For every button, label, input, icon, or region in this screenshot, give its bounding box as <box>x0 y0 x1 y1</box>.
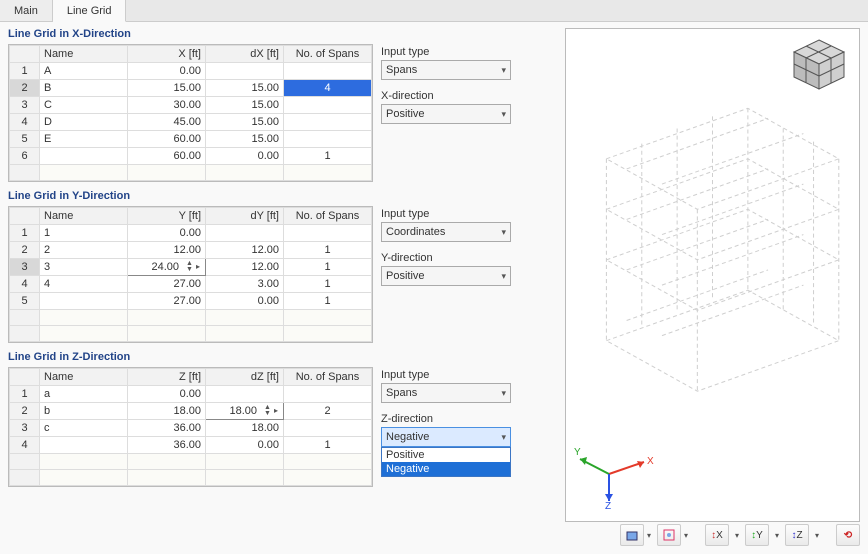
viewport-toolbar: ▾ ▾ ↕X ▾ ↕Y ▾ ↕Z ▾ ⟲ <box>565 522 860 548</box>
section-z: Line Grid in Z-Direction Name Z [ft] dZ … <box>8 351 557 487</box>
toolbar-axis-y-menu[interactable]: ▾ <box>772 524 782 546</box>
y-dir-label: Y-direction <box>381 252 511 264</box>
tab-bar: Main Line Grid <box>0 0 868 22</box>
chevron-down-icon: ▾ <box>501 65 506 76</box>
table-row[interactable]: 2212.0012.001 <box>10 242 372 259</box>
chevron-down-icon: ▾ <box>501 227 506 238</box>
section-y-title: Line Grid in Y-Direction <box>8 190 557 202</box>
x-input-combo[interactable]: Spans▾ <box>381 60 511 80</box>
section-y: Line Grid in Y-Direction Name Y [ft] dY … <box>8 190 557 343</box>
toolbar-reset[interactable]: ⟲ <box>836 524 860 546</box>
z-dir-option-positive[interactable]: Positive <box>382 448 510 462</box>
svg-text:Y: Y <box>574 447 581 458</box>
viewport-3d[interactable]: X Y Z <box>565 28 860 522</box>
view-cube-icon[interactable] <box>789 37 849 92</box>
chevron-down-icon: ▾ <box>501 388 506 399</box>
spinner-updown[interactable]: ▲▼ <box>183 261 193 273</box>
y-input-combo[interactable]: Coordinates▾ <box>381 222 511 242</box>
table-row[interactable]: 3C30.0015.00 <box>10 97 372 114</box>
z-input-combo[interactable]: Spans▾ <box>381 383 511 403</box>
table-row[interactable]: 1A0.00 <box>10 63 372 80</box>
table-row[interactable]: 3324.00▲▼▸12.001 <box>10 259 372 276</box>
z-input-label: Input type <box>381 369 511 381</box>
table-row[interactable]: 527.000.001 <box>10 293 372 310</box>
toolbar-view-fit[interactable] <box>657 524 681 546</box>
toolbar-view-iso[interactable] <box>620 524 644 546</box>
section-x: Line Grid in X-Direction Name X [ft] dX … <box>8 28 557 182</box>
toolbar-axis-z[interactable]: ↕Z <box>785 524 809 546</box>
chevron-down-icon: ▾ <box>501 109 506 120</box>
toolbar-view-fit-menu[interactable]: ▾ <box>681 524 691 546</box>
grid-z[interactable]: Name Z [ft] dZ [ft] No. of Spans 1a0.002… <box>9 368 372 486</box>
y-input-label: Input type <box>381 208 511 220</box>
grid-y[interactable]: Name Y [ft] dY [ft] No. of Spans 110.002… <box>9 207 372 342</box>
toolbar-axis-z-menu[interactable]: ▾ <box>812 524 822 546</box>
z-dir-label: Z-direction <box>381 413 511 425</box>
z-dir-combo[interactable]: Negative▾ <box>381 427 511 447</box>
toolbar-axis-x-menu[interactable]: ▾ <box>732 524 742 546</box>
table-row[interactable]: 4427.003.001 <box>10 276 372 293</box>
table-row[interactable]: 1a0.00 <box>10 386 372 403</box>
y-dir-combo[interactable]: Positive▾ <box>381 266 511 286</box>
toolbar-view-iso-menu[interactable]: ▾ <box>644 524 654 546</box>
chevron-down-icon: ▾ <box>501 432 506 443</box>
section-z-title: Line Grid in Z-Direction <box>8 351 557 363</box>
z-dir-option-negative[interactable]: Negative <box>382 462 510 476</box>
section-x-title: Line Grid in X-Direction <box>8 28 557 40</box>
z-dir-dropdown[interactable]: Positive Negative <box>381 447 511 477</box>
x-dir-label: X-direction <box>381 90 511 102</box>
table-row[interactable]: 2b18.0018.00▲▼▸2 <box>10 403 372 420</box>
grid-x[interactable]: Name X [ft] dX [ft] No. of Spans 1A0.002… <box>9 45 372 181</box>
toolbar-axis-y[interactable]: ↕Y <box>745 524 769 546</box>
table-row[interactable]: 110.00 <box>10 225 372 242</box>
table-row[interactable]: 436.000.001 <box>10 437 372 454</box>
svg-text:X: X <box>647 456 654 467</box>
tab-main[interactable]: Main <box>0 0 53 21</box>
toolbar-axis-x[interactable]: ↕X <box>705 524 729 546</box>
x-input-label: Input type <box>381 46 511 58</box>
table-row[interactable]: 4D45.0015.00 <box>10 114 372 131</box>
table-row[interactable]: 2B15.0015.004 <box>10 80 372 97</box>
svg-text:Z: Z <box>605 501 611 509</box>
tab-line-grid[interactable]: Line Grid <box>53 0 127 22</box>
spinner-updown[interactable]: ▲▼ <box>261 405 271 417</box>
table-row[interactable]: 660.000.001 <box>10 148 372 165</box>
chevron-down-icon: ▾ <box>501 271 506 282</box>
table-row[interactable]: 5E60.0015.00 <box>10 131 372 148</box>
axis-indicator-icon: X Y Z <box>574 439 654 509</box>
spinner-side[interactable]: ▸ <box>195 259 201 275</box>
spinner-side[interactable]: ▸ <box>273 403 279 419</box>
table-row[interactable]: 3c36.0018.00 <box>10 420 372 437</box>
x-dir-combo[interactable]: Positive▾ <box>381 104 511 124</box>
